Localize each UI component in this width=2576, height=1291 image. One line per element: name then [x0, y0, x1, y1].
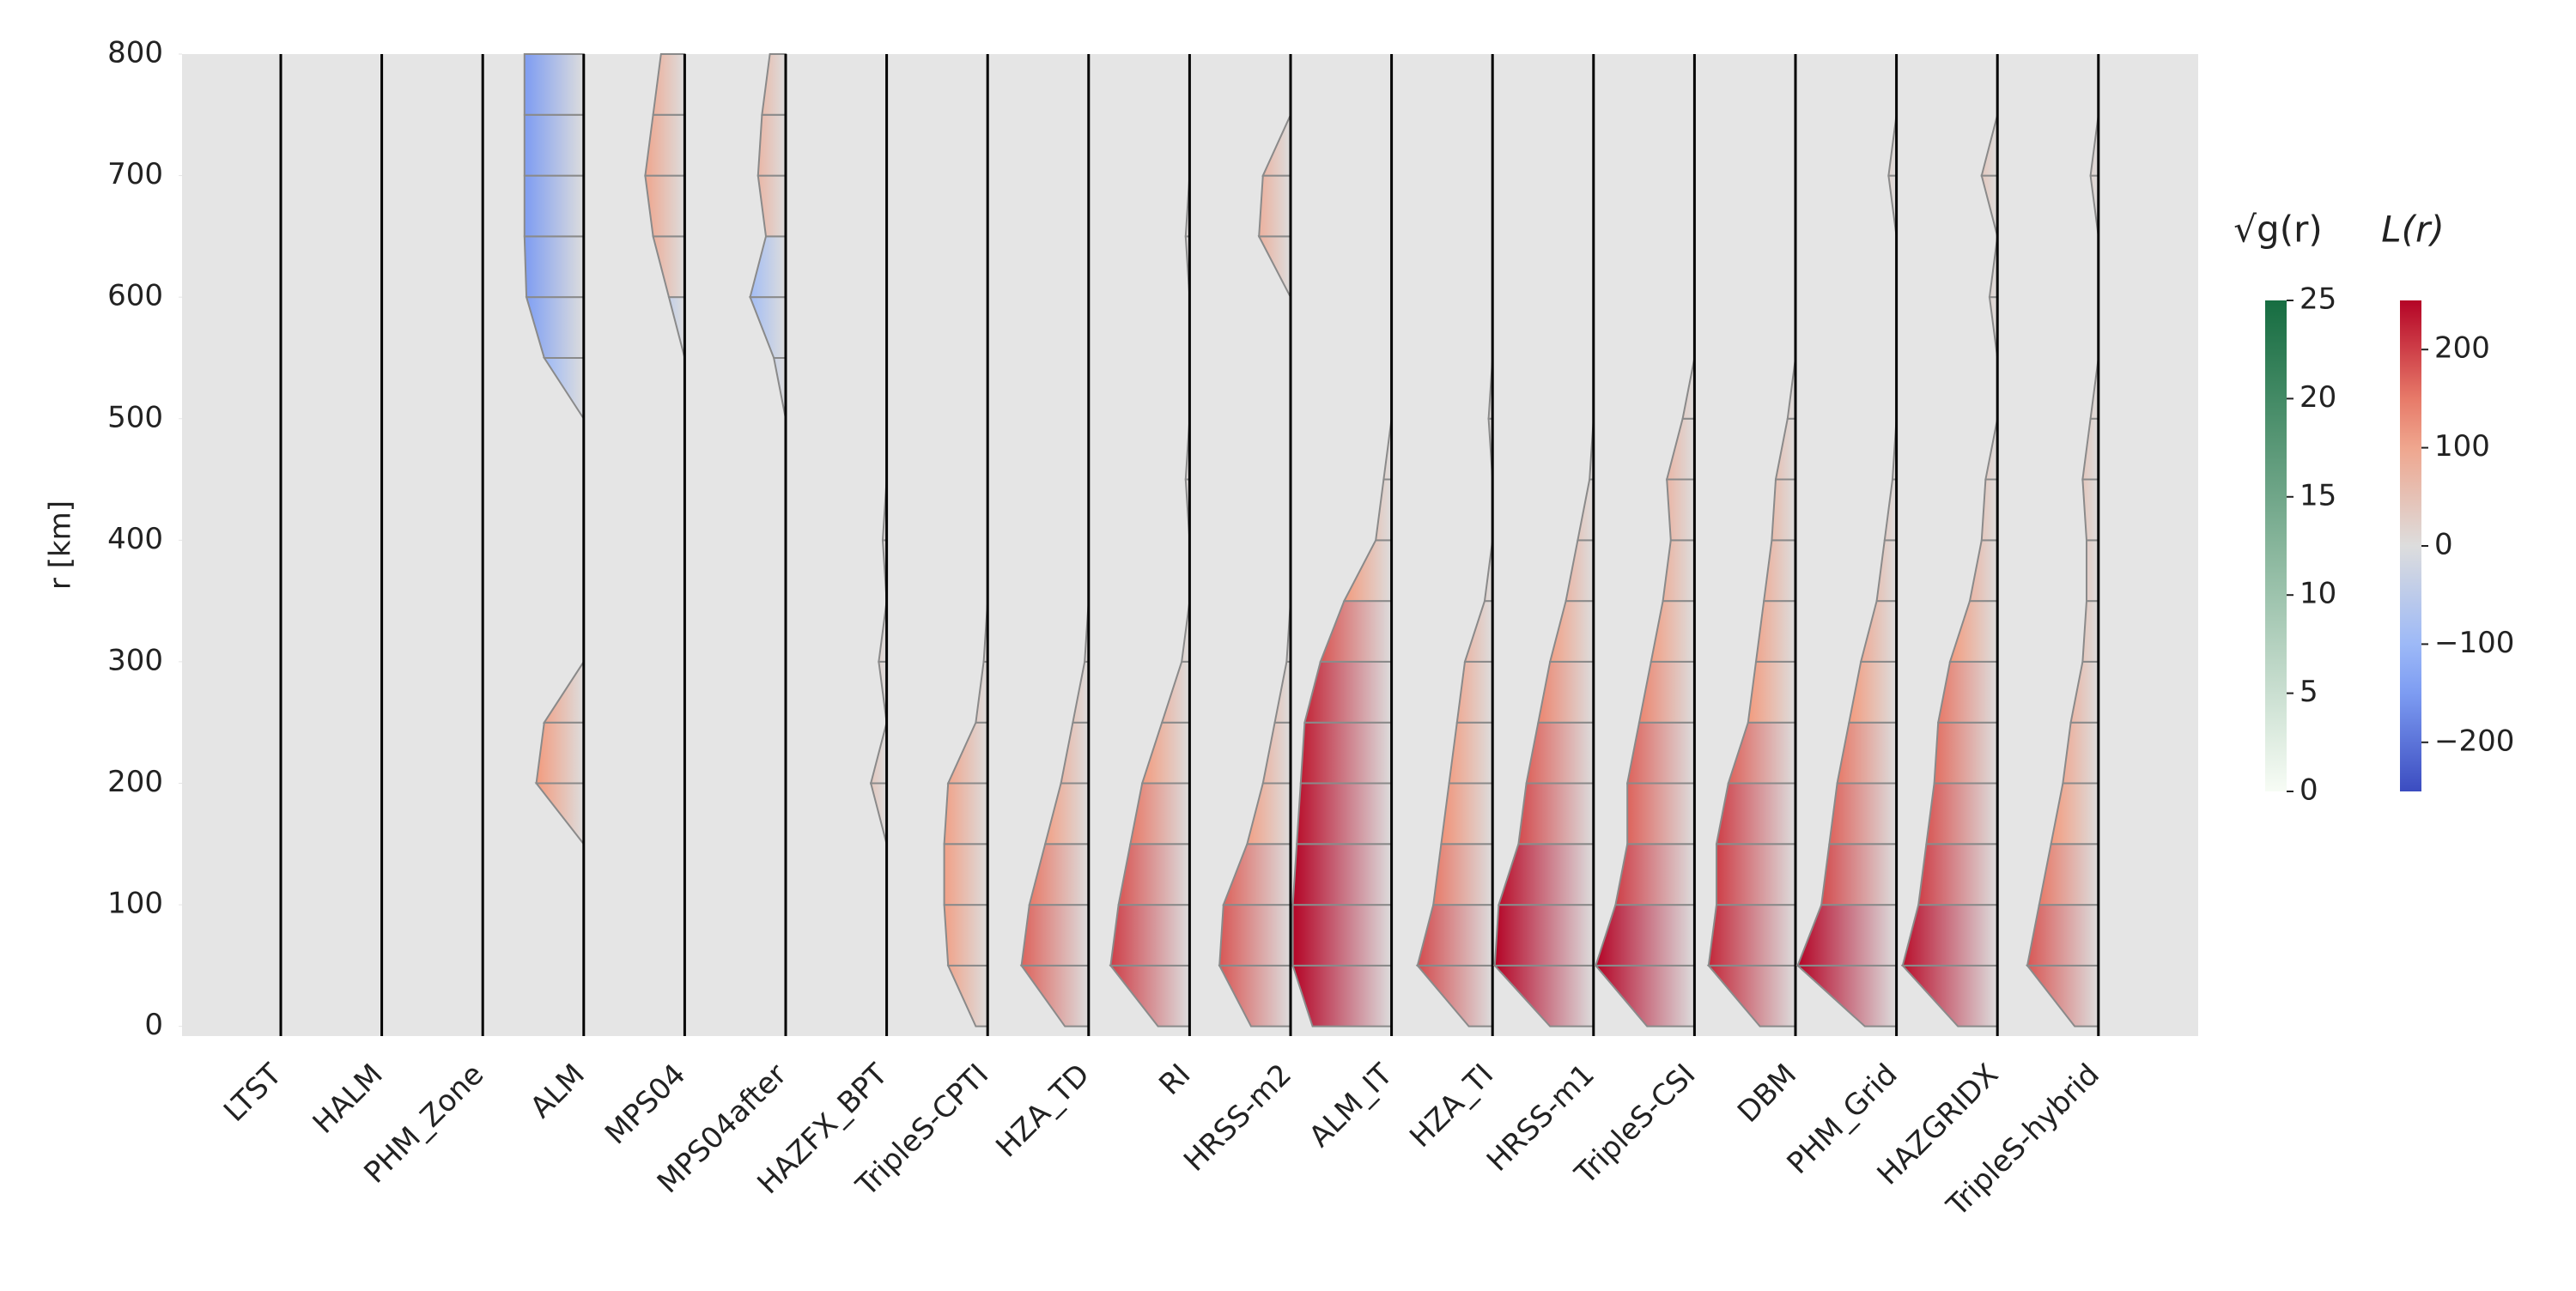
y-tick-label: 700: [107, 157, 163, 191]
colorbar-title: L(r): [2381, 209, 2444, 251]
violin-segment: [1117, 843, 1191, 906]
y-axis-label: r [km]: [44, 500, 78, 590]
violin-segment: [1901, 904, 1999, 967]
g-colorbar-label: 15: [2300, 478, 2336, 512]
violin-segment: [1020, 904, 1090, 967]
violin-segment: [523, 113, 585, 177]
violin-segment: [1291, 843, 1393, 906]
l-colorbar-label: 100: [2434, 429, 2490, 464]
g-colorbar-label: 5: [2300, 675, 2318, 709]
violin-segment: [2086, 539, 2099, 603]
violin-segment: [1109, 904, 1191, 967]
violin-segment: [1440, 782, 1494, 846]
violin-segment: [943, 843, 989, 906]
violin-segment: [535, 721, 585, 785]
violin-segment: [1614, 843, 1696, 906]
violin-segment: [1933, 721, 1999, 785]
x-tick-label: HZA_TI: [1403, 1058, 1500, 1155]
x-tick-label: HRSS-m2: [1177, 1058, 1298, 1179]
g-colorbar: [2265, 300, 2287, 791]
violin-segment: [1925, 782, 1999, 846]
y-tick-label: 100: [107, 887, 163, 921]
violin-segment: [1626, 782, 1696, 846]
x-tick-label: HZA_TD: [989, 1058, 1097, 1165]
x-tick-label: LTST: [217, 1058, 289, 1129]
violin-segment: [1517, 782, 1595, 846]
violin-segment: [1754, 600, 1796, 663]
violin-segment: [1432, 843, 1494, 906]
y-tick-label: 600: [107, 279, 163, 313]
violin-segment: [1666, 478, 1696, 542]
violin-segment: [523, 235, 585, 299]
violin-segment: [1296, 782, 1393, 846]
violin-segment: [644, 113, 686, 177]
x-tick-label: MPS04: [598, 1058, 692, 1151]
violin-segment: [1493, 904, 1595, 967]
y-tick-label: 200: [107, 765, 163, 799]
l-colorbar-label: −200: [2434, 724, 2514, 758]
g-colorbar-label: 25: [2300, 282, 2336, 317]
x-tick-label: ALM: [524, 1058, 592, 1125]
violin-segment: [1291, 904, 1393, 967]
violin-segment: [1820, 843, 1898, 906]
l-colorbar: [2400, 300, 2421, 791]
violin-segment: [1625, 721, 1696, 785]
x-tick-label: DBM: [1731, 1058, 1803, 1130]
y-tick-label: 800: [107, 36, 163, 70]
y-tick-label: 0: [144, 1008, 163, 1042]
violin-segment: [1258, 174, 1291, 238]
violin-segment: [523, 53, 585, 116]
l-colorbar-label: 200: [2434, 331, 2490, 366]
g-colorbar-title: √g(r): [2233, 209, 2322, 251]
violin-segment: [1525, 721, 1595, 785]
violin-segment: [1715, 782, 1796, 846]
violin-segment: [1448, 721, 1494, 785]
x-tick-label: HALM: [307, 1058, 390, 1141]
violin-segment: [1303, 660, 1393, 724]
y-tick-label: 500: [107, 400, 163, 434]
violin-segment: [1747, 660, 1796, 724]
x-tick-label: RI: [1152, 1058, 1197, 1102]
violin-segment: [644, 174, 686, 238]
violin-segment: [1917, 843, 1999, 906]
g-colorbar-label: 20: [2300, 380, 2336, 415]
violin-segment: [1828, 782, 1898, 846]
y-tick-label: 300: [107, 643, 163, 677]
g-colorbar-label: 0: [2300, 773, 2318, 808]
violin-segment: [1707, 904, 1796, 967]
violin-segment: [756, 113, 787, 177]
violin-segment: [1299, 721, 1393, 785]
y-tick-label: 400: [107, 522, 163, 556]
l-colorbar-label: 0: [2434, 528, 2453, 562]
violin-segment: [2026, 904, 2099, 967]
violin-segment: [523, 174, 585, 238]
violin-segment: [943, 904, 989, 967]
violin-segment: [943, 782, 989, 846]
violin-segment: [1218, 904, 1291, 967]
violin-segment: [1771, 478, 1796, 542]
l-colorbar-label: −100: [2434, 626, 2514, 660]
x-tick-label: ALM_IT: [1303, 1058, 1400, 1155]
g-colorbar-label: 10: [2300, 577, 2336, 611]
violin-segment: [1716, 843, 1796, 906]
